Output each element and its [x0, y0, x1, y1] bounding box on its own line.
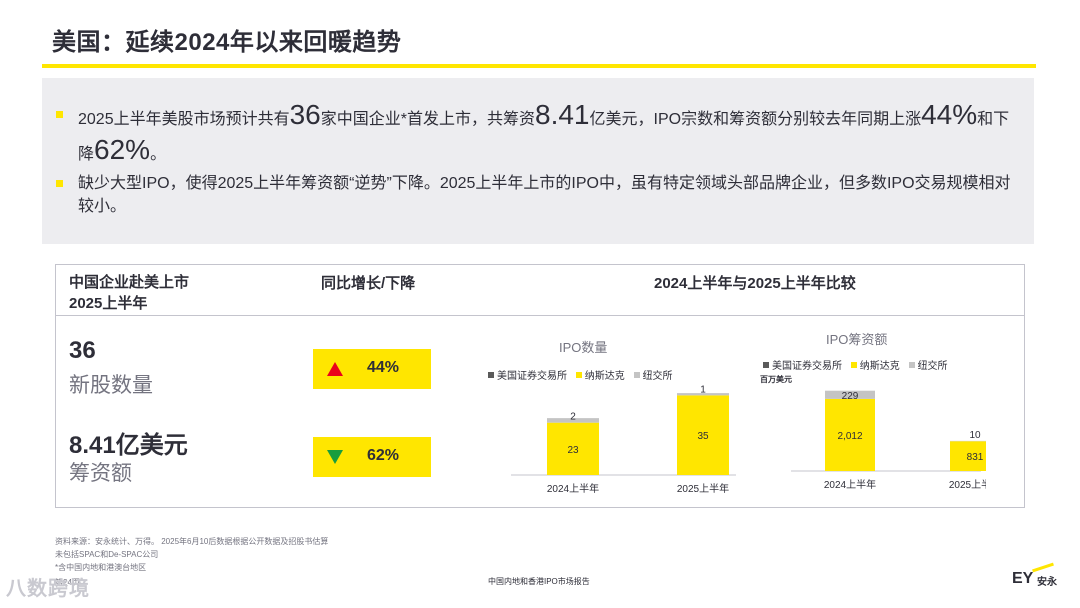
bar-2024上半年-纳斯达克 — [547, 422, 599, 475]
bar-2024上半年-纽交所 — [825, 390, 875, 399]
title-rule — [42, 64, 1036, 68]
bar-2025上半年-纽交所 — [677, 393, 729, 396]
bar-2025上半年-纳斯达克 — [677, 395, 729, 475]
legend-item-nyse: 纽交所 — [908, 361, 948, 372]
arrow-down-icon — [327, 450, 343, 464]
data-label-2024上半年-纳斯达克: 23 — [567, 445, 579, 456]
bar-2025上半年-纳斯达克 — [950, 441, 986, 471]
bar-2024上半年-纽交所 — [547, 418, 599, 423]
tick-label-2025上半年: 2025上半年 — [677, 482, 729, 495]
legend-item-nasdaq: 纳斯达克 — [850, 361, 900, 372]
report-title: 中国内地和香港IPO市场报告 — [488, 577, 590, 586]
panel-header-comparison: 2024上半年与2025上半年比较 — [654, 275, 856, 292]
watermark: 八数跨境 — [6, 578, 90, 600]
ipo-amount-value: 8.41亿美元 — [69, 432, 188, 459]
panel-header-yoy: 同比增长/下降 — [321, 275, 416, 292]
chart-ipo-amount-unit: 百万美元 — [760, 375, 792, 384]
legend-item-nyse: 纽交所 — [633, 371, 673, 382]
page-number: 第24页 — [55, 578, 80, 587]
tick-label-2025上半年: 2025上半年 — [949, 478, 986, 491]
bar-2024上半年-纳斯达克 — [825, 398, 875, 471]
yoy-count-badge: 44% — [313, 349, 431, 389]
data-label-2024上半年-纽交所: 229 — [842, 391, 859, 402]
ipo-amount-highlight: 8.41 — [535, 99, 590, 130]
data-label-2024上半年-纽交所: 2 — [570, 412, 576, 423]
arrow-up-icon — [327, 362, 343, 376]
legend-item-nyse-american: 美国证券交易所 — [763, 361, 842, 372]
summary-bullet-1: 2025上半年美股市场预计共有36家中国企业*首发上市，共筹资8.41亿美元，I… — [56, 100, 1016, 170]
logo-beam — [1032, 562, 1054, 573]
comparison-panel: 中国企业赴美上市 2025上半年 同比增长/下降 2024上半年与2025上半年… — [55, 264, 1025, 508]
ey-logo: EY 安永 — [1012, 562, 1060, 588]
summary-box: 2025上半年美股市场预计共有36家中国企业*首发上市，共筹资8.41亿美元，I… — [42, 78, 1034, 244]
ipo-count-highlight: 36 — [289, 99, 321, 130]
bullet-marker — [56, 180, 63, 187]
ipo-count-label: 新股数量 — [69, 374, 153, 397]
tick-label-2024上半年: 2024上半年 — [824, 478, 876, 491]
ipo-amount-label: 筹资额 — [69, 462, 132, 485]
bullet-marker — [56, 111, 63, 118]
ipo-count-value: 36 — [69, 337, 96, 364]
panel-header-market: 中国企业赴美上市 2025上半年 — [69, 274, 190, 312]
data-label-2025上半年-纽交所: 1 — [700, 385, 706, 395]
chart-ipo-count-title: IPO数量 — [559, 340, 608, 355]
growth-highlight: 44% — [921, 99, 978, 130]
legend-item-nyse-american: 美国证券交易所 — [488, 371, 567, 382]
data-label-2025上半年-纽交所: 10 — [969, 430, 981, 441]
panel-divider — [56, 315, 1024, 316]
data-label-2024上半年-纳斯达克: 2,012 — [837, 431, 862, 442]
tick-label-2024上半年: 2024上半年 — [547, 482, 599, 495]
legend-item-nasdaq: 纳斯达克 — [575, 371, 625, 382]
data-label-2025上半年-纳斯达克: 831 — [967, 452, 984, 463]
chart-ipo-count-legend: 美国证券交易所 纳斯达克 纽交所 — [488, 367, 679, 382]
footnotes: 资料来源：安永统计、万得。 2025年6月10后数据根据公开数据及招股书估算 未… — [55, 537, 329, 572]
summary-bullet-2: 缺少大型IPO，使得2025上半年筹资额“逆势”下降。2025上半年上市的IPO… — [56, 172, 1016, 218]
decline-highlight: 62% — [94, 134, 151, 165]
page-title: 美国：延续2024年以来回暖趋势 — [52, 29, 402, 56]
yoy-amount-badge: 62% — [313, 437, 431, 477]
chart-ipo-amount-title: IPO筹资额 — [826, 332, 888, 347]
chart-ipo-amount-legend: 美国证券交易所 纳斯达克 纽交所 — [763, 357, 954, 372]
data-label-2025上半年-纳斯达克: 35 — [697, 431, 709, 442]
